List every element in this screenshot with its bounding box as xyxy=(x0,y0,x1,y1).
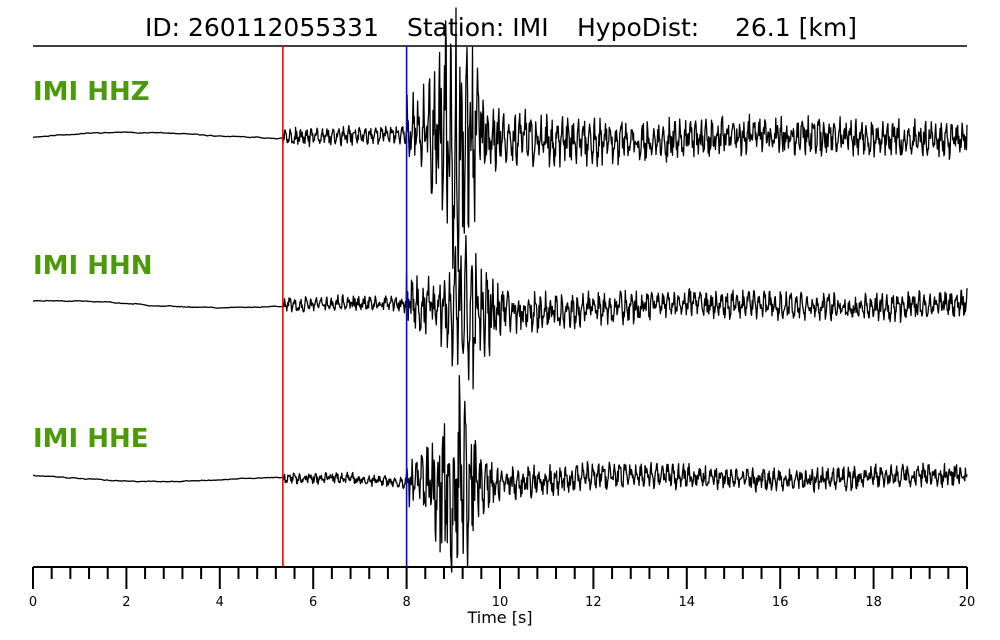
title-hypodist-value: 26.1 [km] xyxy=(735,13,857,42)
x-axis-label: Time [s] xyxy=(466,608,532,627)
tick-label: 14 xyxy=(679,595,696,610)
tick-label: 18 xyxy=(865,595,882,610)
tick-label: 2 xyxy=(122,595,130,610)
tick-label: 20 xyxy=(959,595,976,610)
title-id: ID: 260112055331 xyxy=(145,13,379,42)
picks-group xyxy=(282,46,408,567)
tick-label: 4 xyxy=(216,595,224,610)
time-axis: 0 2 4 6 8 10 12 14 16 18 20 xyxy=(29,566,976,610)
tick-label: 8 xyxy=(402,595,410,610)
trace-label: IMI HHZ xyxy=(33,77,150,107)
trace-label: IMI HHN xyxy=(33,251,153,281)
tick-label: 10 xyxy=(492,595,509,610)
trace-line-imi-hhe xyxy=(32,375,968,573)
trace-line-imi-hhn xyxy=(32,235,968,390)
trace-line-imi-hhz xyxy=(32,7,968,273)
tick-label: 0 xyxy=(29,595,37,610)
title-hypodist-label: HypoDist: xyxy=(577,13,699,42)
title-station: Station: IMI xyxy=(407,13,549,42)
tick-label: 12 xyxy=(585,595,602,610)
tick-label: 16 xyxy=(772,595,789,610)
trace-label: IMI HHE xyxy=(33,424,149,454)
tick-label: 6 xyxy=(309,595,317,610)
traces-group: IMI HHZ IMI HHN IMI HHE xyxy=(32,7,968,573)
